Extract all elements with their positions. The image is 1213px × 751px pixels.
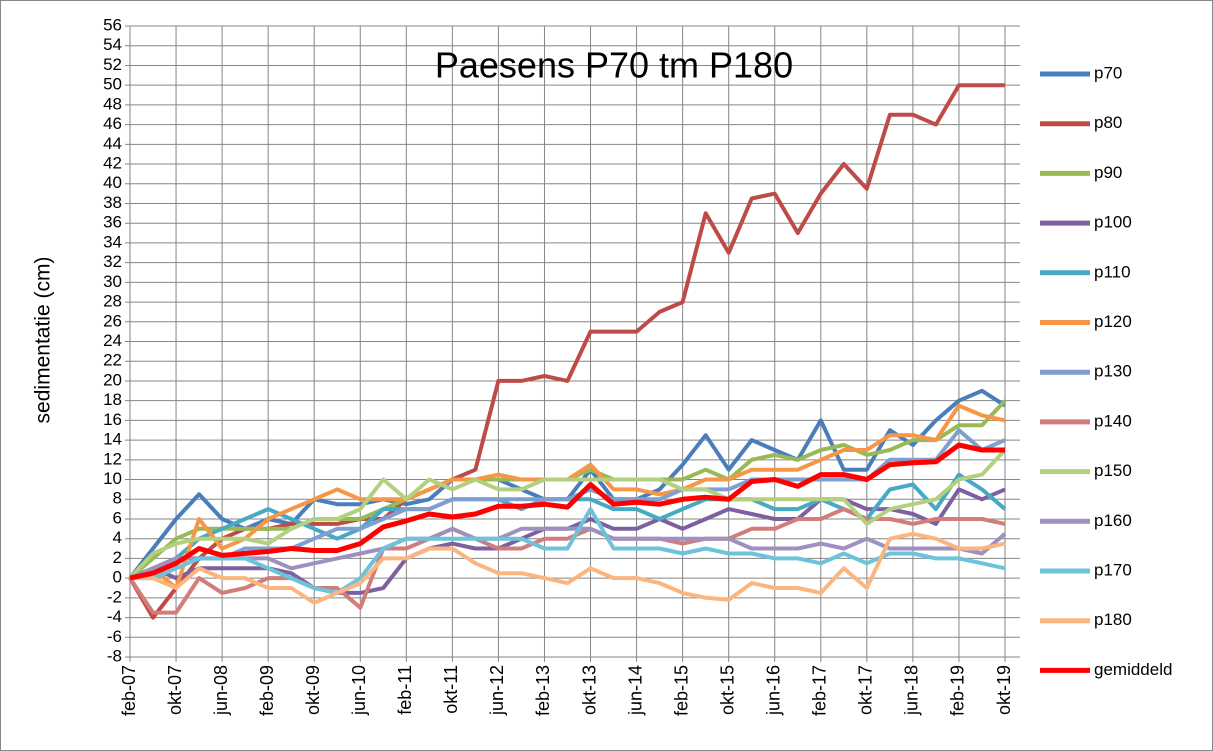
series-line <box>130 531 1006 605</box>
legend-label: p150 <box>1094 461 1132 480</box>
y-axis-label: sedimentatie (cm) <box>32 257 55 424</box>
y-tick-label: 6 <box>113 508 122 527</box>
series-line <box>129 442 1005 581</box>
legend-label: p170 <box>1094 560 1132 579</box>
y-tick-label: -6 <box>107 627 122 646</box>
legend-label: p100 <box>1094 213 1132 232</box>
legend-label: p70 <box>1094 63 1122 82</box>
y-tick-label: -2 <box>107 587 122 606</box>
y-tick-label: 16 <box>103 410 122 429</box>
y-tick-label: 38 <box>103 193 122 212</box>
y-tick-label: -4 <box>107 607 122 626</box>
y-tick-label: 24 <box>103 331 122 350</box>
y-tick-label: 2 <box>113 548 122 567</box>
x-tick-label: okt-09 <box>303 665 323 715</box>
y-tick-label: 22 <box>103 351 122 370</box>
legend-label: p180 <box>1094 610 1132 629</box>
y-tick-label: 46 <box>103 114 122 133</box>
x-tick-label: feb-09 <box>257 665 277 716</box>
y-tick-label: 28 <box>103 292 122 311</box>
y-tick-label: 40 <box>103 173 122 192</box>
x-tick-label: jun-08 <box>211 665 231 716</box>
legend-label: gemiddeld <box>1094 660 1172 679</box>
x-tick-label: okt-07 <box>165 665 185 715</box>
y-tick-label: 50 <box>103 75 122 94</box>
x-tick-label: jun-14 <box>625 665 645 716</box>
legend-label: p110 <box>1094 262 1131 281</box>
plot-area <box>128 83 1007 620</box>
legend-label: p160 <box>1094 511 1132 530</box>
y-tick-label: 32 <box>103 252 122 271</box>
series-line <box>129 526 1007 580</box>
y-tick-label: 26 <box>103 311 122 330</box>
y-tick-label: 44 <box>103 134 122 153</box>
series-line <box>130 507 1006 595</box>
legend-label: p130 <box>1094 362 1132 381</box>
y-tick-label: 14 <box>103 430 122 449</box>
x-tick-label: okt-13 <box>579 665 599 715</box>
y-tick-label: -8 <box>107 646 122 665</box>
chart-title: Paesens P70 tm P180 <box>435 45 793 86</box>
y-tick-label: 52 <box>103 55 122 74</box>
y-tick-label: 30 <box>103 272 122 291</box>
y-tick-label: 48 <box>103 94 122 113</box>
x-tick-label: feb-07 <box>119 665 139 716</box>
y-tick-label: 8 <box>113 489 122 508</box>
x-tick-label: feb-19 <box>948 665 968 716</box>
x-tick-label: feb-15 <box>671 665 691 716</box>
y-tick-label: 4 <box>113 528 122 547</box>
series-line <box>128 448 1007 580</box>
legend-label: p120 <box>1094 312 1132 331</box>
x-tick-label: okt-17 <box>856 665 876 715</box>
y-tick-label: 56 <box>103 15 122 34</box>
y-tick-label: 0 <box>113 568 122 587</box>
x-tick-label: okt-11 <box>441 665 461 714</box>
y-tick-label: 20 <box>103 370 122 389</box>
x-tick-label: feb-11 <box>395 665 415 715</box>
x-tick-label: jun-10 <box>349 665 369 716</box>
x-tick-label: jun-16 <box>763 665 783 716</box>
legend-label: p140 <box>1094 411 1132 430</box>
y-tick-label: 54 <box>103 35 122 54</box>
x-tick-label: okt-19 <box>994 665 1014 715</box>
x-tick-label: jun-18 <box>902 665 922 716</box>
y-tick-label: 10 <box>103 469 122 488</box>
x-tick-label: feb-13 <box>533 665 553 716</box>
y-tick-label: 42 <box>103 154 122 173</box>
y-tick-label: 18 <box>103 390 122 409</box>
legend-label: p90 <box>1094 163 1122 182</box>
x-tick-label: feb-17 <box>810 665 830 716</box>
x-tick-label: okt-15 <box>717 665 737 715</box>
legend-label: p80 <box>1094 113 1122 132</box>
y-tick-label: 12 <box>103 449 122 468</box>
y-tick-label: 36 <box>103 213 122 232</box>
x-tick-label: jun-12 <box>487 665 507 716</box>
y-tick-label: 34 <box>103 232 122 251</box>
